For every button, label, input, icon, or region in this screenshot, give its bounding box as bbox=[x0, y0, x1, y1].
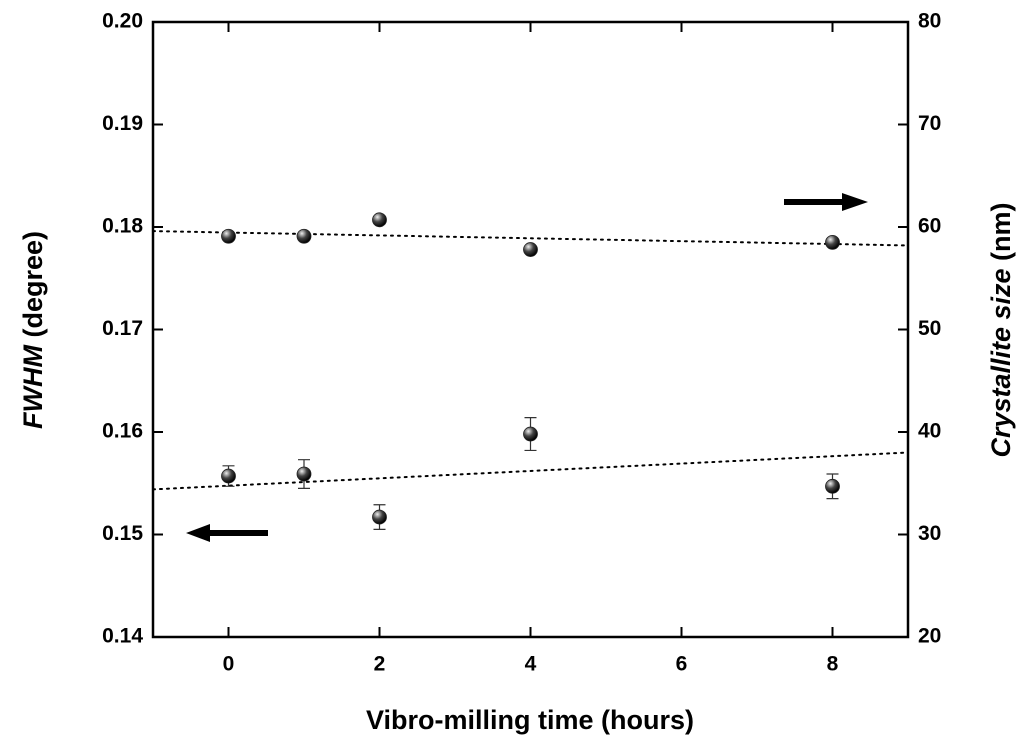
y-label-italic: FWHM bbox=[18, 345, 48, 429]
data-point bbox=[296, 466, 312, 482]
y-tick-label: 0.19 bbox=[102, 112, 143, 135]
right-arrow bbox=[784, 193, 868, 211]
y2-label-italic: Crystallite size bbox=[986, 268, 1016, 457]
data-point bbox=[372, 509, 387, 525]
y2-tick-label: 80 bbox=[918, 10, 941, 33]
y-tick-label: 0.17 bbox=[102, 317, 143, 340]
trend-line bbox=[152, 230, 909, 247]
data-point bbox=[825, 478, 840, 494]
x-tick-label: 6 bbox=[676, 653, 688, 676]
y-tick-label: 0.18 bbox=[102, 215, 143, 238]
plot-frame bbox=[151, 20, 910, 639]
y2-tick-label: 40 bbox=[918, 420, 941, 443]
y-tick-label: 0.16 bbox=[102, 420, 143, 443]
x-tick-label: 0 bbox=[223, 653, 235, 676]
y-label: (degree) bbox=[18, 231, 48, 338]
y2-tick-label: 30 bbox=[918, 522, 941, 545]
arrows bbox=[186, 193, 868, 542]
data-point bbox=[372, 212, 387, 228]
x-axis-label: Vibro-milling time (hours) bbox=[366, 705, 694, 735]
data-point bbox=[825, 234, 840, 250]
y-tick-label: 0.20 bbox=[102, 10, 143, 33]
x-tick-label: 8 bbox=[827, 653, 839, 676]
trend-line bbox=[152, 451, 909, 491]
y-tick-label: 0.14 bbox=[102, 625, 143, 648]
y2-axis-label: Crystallite size (nm) bbox=[986, 202, 1016, 457]
x-tick-label: 2 bbox=[374, 653, 386, 676]
data-point bbox=[296, 228, 312, 244]
data-point bbox=[221, 468, 236, 484]
y2-tick-label: 60 bbox=[918, 215, 941, 238]
y2-tick-label: 20 bbox=[918, 625, 941, 648]
data-point bbox=[523, 426, 538, 442]
y2-label: (nm) bbox=[986, 202, 1016, 260]
data-point bbox=[523, 242, 538, 257]
y2-tick-label: 50 bbox=[918, 317, 941, 340]
y2-tick-label: 70 bbox=[918, 112, 941, 135]
data-point bbox=[221, 228, 236, 244]
left-arrow bbox=[186, 524, 268, 542]
y-tick-label: 0.15 bbox=[102, 522, 143, 545]
y-axis-label: FWHM (degree) bbox=[18, 231, 48, 429]
x-tick-label: 4 bbox=[525, 653, 537, 676]
